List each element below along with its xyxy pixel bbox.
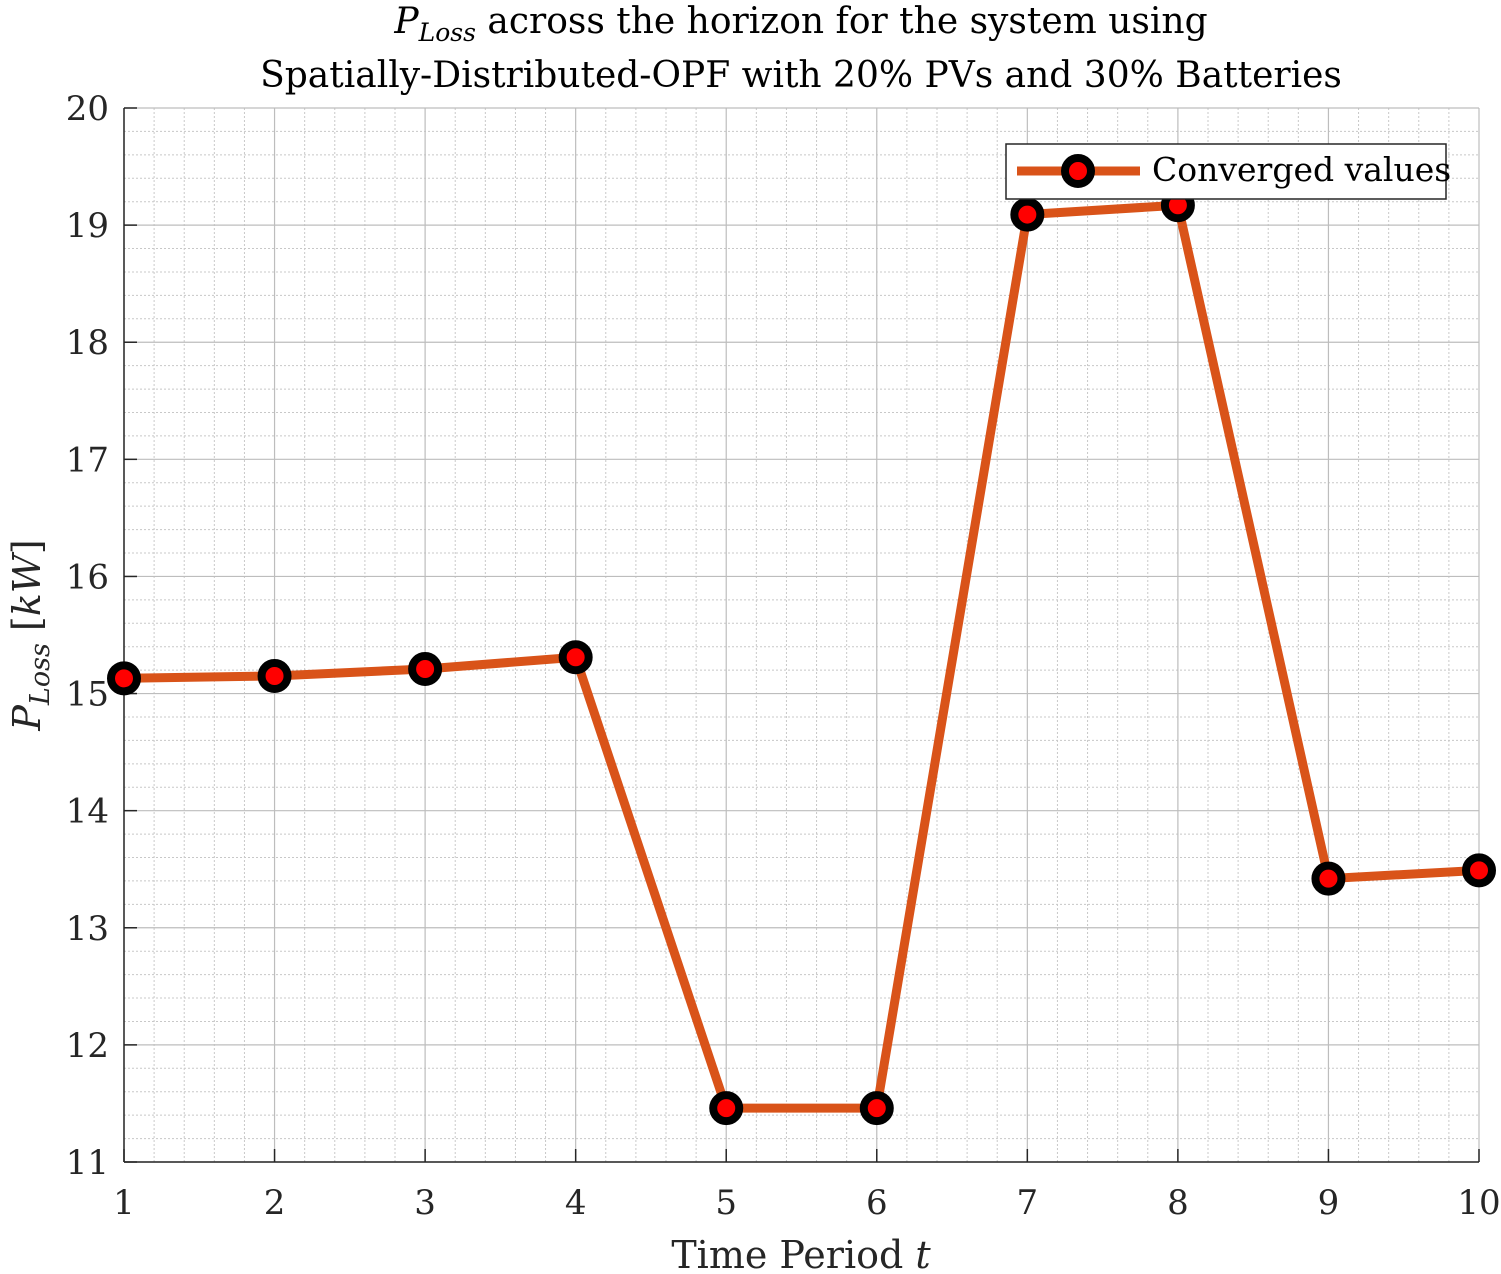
y-tick-label: 14 [66,792,109,832]
y-tick-label: 19 [66,206,109,246]
y-tick-label: 18 [66,323,109,363]
y-tick-label: 12 [66,1026,109,1066]
x-axis-label: Time Period t [671,1233,931,1274]
data-series [111,192,1492,1121]
data-point [262,663,288,689]
x-tick-label: 2 [264,1183,286,1223]
x-tick-label: 3 [414,1183,436,1223]
x-tick-label: 5 [715,1183,737,1223]
legend-marker-sample [1065,158,1091,184]
x-tick-label: 7 [1017,1183,1039,1223]
data-point [412,656,438,682]
y-tick-label: 11 [66,1143,109,1183]
legend: Converged values [1006,144,1451,199]
data-point [563,644,589,670]
data-point [111,665,137,691]
chart-title-line-1: PLoss across the horizon for the system … [393,1,1207,47]
data-point [1315,866,1341,892]
x-tick-label: 10 [1457,1183,1500,1223]
data-point [1466,857,1492,883]
series-line [124,205,1479,1108]
chart-title-line-2: Spatially-Distributed-OPF with 20% PVs a… [260,55,1342,96]
y-axis-label: PLoss [kW] [5,539,56,731]
x-tick-label: 1 [113,1183,135,1223]
x-tick-label: 8 [1167,1183,1189,1223]
legend-entry-converged-values: Converged values [1152,150,1451,189]
y-tick-label: 20 [66,89,109,129]
data-point [713,1095,739,1121]
x-tick-label: 4 [565,1183,587,1223]
y-tick-label: 15 [66,675,109,715]
y-tick-label: 16 [66,557,109,597]
data-point [864,1095,890,1121]
data-point [1014,202,1040,228]
y-tick-label: 13 [66,909,109,949]
x-tick-label: 9 [1318,1183,1340,1223]
x-tick-label: 6 [866,1183,888,1223]
y-tick-label: 17 [66,440,109,480]
